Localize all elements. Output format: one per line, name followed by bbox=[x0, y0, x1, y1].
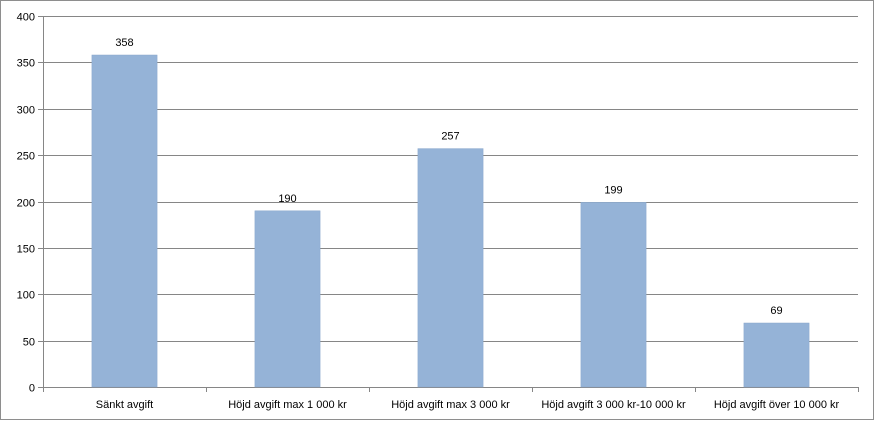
bar bbox=[91, 54, 158, 388]
data-label: 199 bbox=[604, 184, 622, 196]
x-category-label: Höjd avgift 3 000 kr-10 000 kr bbox=[541, 399, 686, 411]
bar bbox=[417, 148, 484, 388]
y-tick-label: 300 bbox=[17, 105, 35, 117]
bar bbox=[580, 202, 647, 388]
bars bbox=[91, 54, 810, 388]
y-tick-label: 200 bbox=[17, 198, 35, 210]
data-label: 358 bbox=[115, 37, 133, 49]
x-category-label: Höjd avgift över 10 000 kr bbox=[714, 399, 840, 411]
y-tick-label: 50 bbox=[23, 337, 35, 349]
y-tick-label: 350 bbox=[17, 58, 35, 70]
data-label: 257 bbox=[441, 131, 459, 143]
y-tick-label: 250 bbox=[17, 151, 35, 163]
x-category-label: Höjd avgift max 3 000 kr bbox=[391, 399, 510, 411]
y-tick-label: 100 bbox=[17, 290, 35, 302]
y-tick-label: 400 bbox=[17, 12, 35, 24]
y-tick-label: 0 bbox=[29, 383, 35, 395]
bar bbox=[254, 210, 321, 388]
y-tick-label: 150 bbox=[17, 244, 35, 256]
data-label: 69 bbox=[770, 305, 782, 317]
x-category-label: Sänkt avgift bbox=[96, 399, 153, 411]
data-label: 190 bbox=[278, 193, 296, 205]
axes bbox=[38, 16, 859, 392]
bar bbox=[743, 322, 810, 388]
labels: 0 50 100 150 200 250 300 350 400 358 Sänkt avgift 1… bbox=[17, 12, 840, 412]
x-category-label: Höjd avgift max 1 000 kr bbox=[228, 399, 347, 411]
